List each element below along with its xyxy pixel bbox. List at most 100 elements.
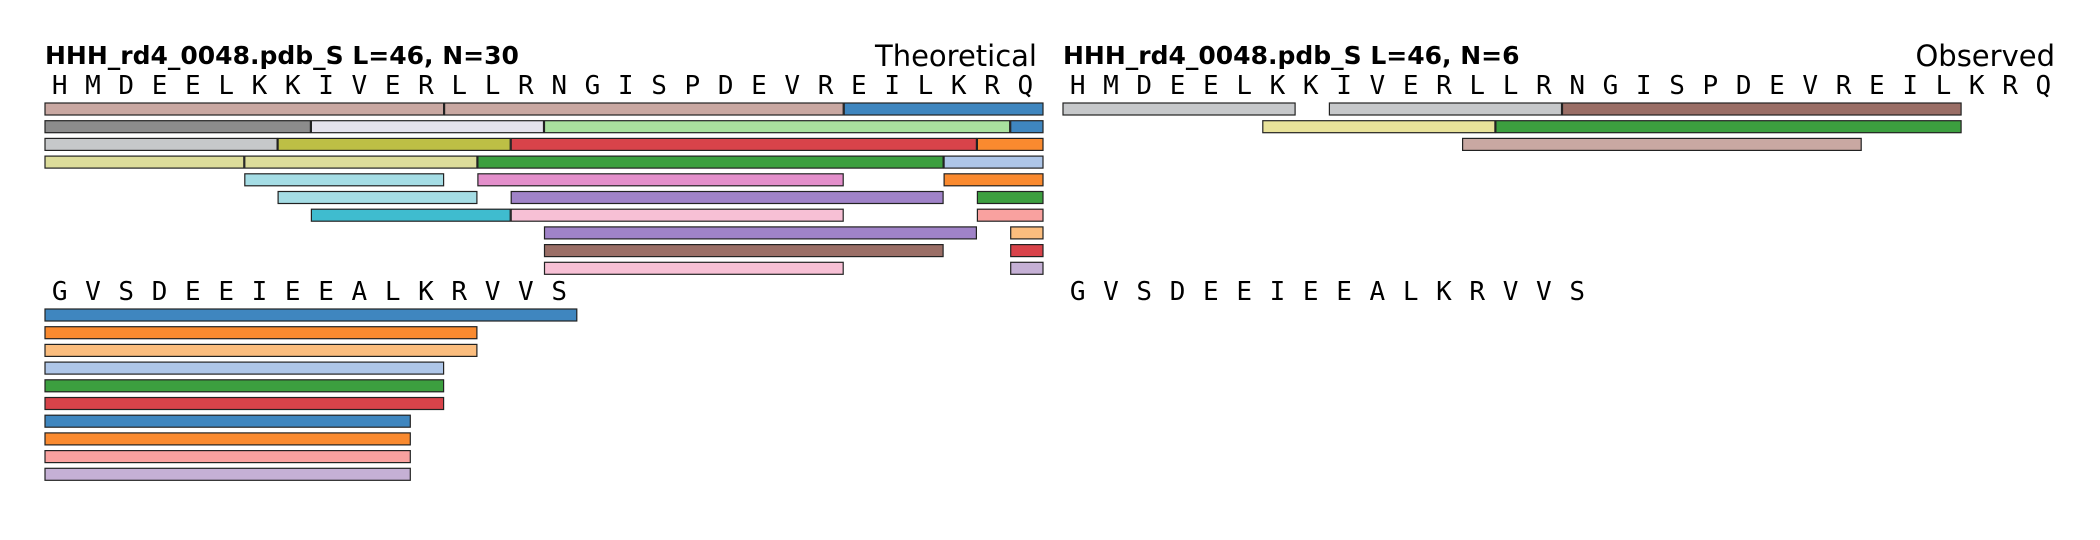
residue-letter: V bbox=[1370, 71, 1386, 101]
residue-letter: G bbox=[1603, 71, 1619, 101]
peptide-segment-bar bbox=[44, 467, 411, 481]
residue-letter: N bbox=[551, 71, 567, 101]
residue-letter: V bbox=[1103, 277, 1119, 307]
residue-letter: L bbox=[385, 277, 401, 307]
peptide-segment-bar bbox=[543, 261, 844, 275]
peptide-segment-bar bbox=[44, 155, 245, 169]
residue-letter: D bbox=[118, 71, 134, 101]
residue-letter: E bbox=[751, 71, 767, 101]
residue-letter: V bbox=[352, 71, 368, 101]
residue-letter: I bbox=[1270, 277, 1286, 307]
residue-letter: R bbox=[451, 277, 467, 307]
residue-letter: L bbox=[1469, 71, 1485, 101]
residue-letter: K bbox=[951, 71, 967, 101]
peptide-segment-bar bbox=[44, 379, 445, 393]
residue-letter: S bbox=[1669, 71, 1685, 101]
peptide-segment-bar bbox=[1495, 120, 1962, 134]
residue-letter: E bbox=[851, 71, 867, 101]
residue-letter: H bbox=[1070, 71, 1086, 101]
residue-letter: V bbox=[518, 277, 534, 307]
residue-letter: R bbox=[1836, 71, 1852, 101]
residue-letter: E bbox=[1170, 71, 1186, 101]
residue-letter: Q bbox=[2036, 71, 2052, 101]
residue-letter: V bbox=[85, 277, 101, 307]
residue-letter: R bbox=[518, 71, 534, 101]
residue-letter: E bbox=[285, 277, 301, 307]
residue-letter: K bbox=[418, 277, 434, 307]
peptide-segment-bar bbox=[44, 414, 411, 428]
peptide-segment-bar bbox=[44, 343, 478, 357]
peptide-segment-bar bbox=[1561, 102, 1962, 116]
residue-letter: K bbox=[285, 71, 301, 101]
peptide-segment-bar bbox=[976, 208, 1044, 222]
residue-letter: E bbox=[1203, 71, 1219, 101]
panel-title: HHH_rd4_0048.pdb_S L=46, N=30 bbox=[45, 41, 519, 70]
peptide-segment-bar bbox=[510, 137, 978, 151]
peptide-segment-bar bbox=[543, 244, 944, 258]
peptide-segment-bar bbox=[44, 308, 578, 322]
residue-letter: H bbox=[52, 71, 68, 101]
residue-letter: I bbox=[884, 71, 900, 101]
residue-letter: V bbox=[1536, 277, 1552, 307]
residue-letter: M bbox=[1103, 71, 1119, 101]
residue-letter: I bbox=[1336, 71, 1352, 101]
peptide-segment-bar bbox=[277, 137, 511, 151]
peptide-segment-bar bbox=[44, 137, 278, 151]
residue-letter: K bbox=[1303, 71, 1319, 101]
peptide-segment-bar bbox=[44, 432, 411, 446]
panel-theoretical: HHH_rd4_0048.pdb_S L=46, N=30 Theoretica… bbox=[44, 39, 1044, 481]
residue-letter: G bbox=[52, 277, 68, 307]
peptide-segment-bar bbox=[1461, 137, 1862, 151]
residue-letter: R bbox=[1436, 71, 1452, 101]
residue-letter: R bbox=[984, 71, 1000, 101]
residue-letter: V bbox=[1802, 71, 1818, 101]
residue-letter: R bbox=[818, 71, 834, 101]
residue-letter: S bbox=[1136, 277, 1152, 307]
segment-bars bbox=[44, 102, 1044, 481]
residue-letter: L bbox=[1236, 71, 1252, 101]
residue-letter: D bbox=[1136, 71, 1152, 101]
peptide-segment-bar bbox=[843, 102, 1044, 116]
residue-letter: G bbox=[585, 71, 601, 101]
peptide-segment-bar bbox=[44, 450, 411, 464]
peptide-segment-bar bbox=[1262, 120, 1496, 134]
peptide-segment-bar bbox=[1010, 244, 1044, 258]
residue-letter: K bbox=[1270, 71, 1286, 101]
residue-letter: S bbox=[551, 277, 567, 307]
peptide-segment-bar bbox=[510, 208, 844, 222]
residue-letter: I bbox=[318, 71, 334, 101]
peptide-segment-bar bbox=[1010, 261, 1044, 275]
residue-letter: L bbox=[485, 71, 501, 101]
residue-letter: S bbox=[1569, 277, 1585, 307]
peptide-segment-bar bbox=[310, 208, 511, 222]
peptide-segment-bar bbox=[44, 326, 478, 340]
peptide-segment-bar bbox=[44, 102, 445, 116]
peptide-segment-bar bbox=[943, 155, 1044, 169]
segment-bars bbox=[1062, 102, 1962, 151]
residue-letter: E bbox=[1336, 277, 1352, 307]
peptide-segment-bar bbox=[477, 173, 844, 187]
peptide-segment-bar bbox=[1062, 102, 1296, 116]
peptide-segment-bar bbox=[244, 173, 445, 187]
residue-letter: V bbox=[1503, 277, 1519, 307]
residue-letter: M bbox=[85, 71, 101, 101]
residue-letter: D bbox=[152, 277, 168, 307]
residue-letter: E bbox=[1769, 71, 1785, 101]
residue-letter: R bbox=[1536, 71, 1552, 101]
peptide-segment-bar bbox=[277, 190, 478, 205]
residue-letter: N bbox=[1569, 71, 1585, 101]
residue-letter: E bbox=[1303, 277, 1319, 307]
peptide-segment-bar bbox=[543, 120, 1011, 134]
peptide-segment-bar bbox=[510, 190, 944, 205]
peptide-segment-bar bbox=[44, 361, 445, 375]
residue-letter: D bbox=[1170, 277, 1186, 307]
residue-letter: E bbox=[1869, 71, 1885, 101]
peptide-segment-bar bbox=[444, 102, 844, 116]
residue-letter: K bbox=[1436, 277, 1452, 307]
residue-letter: L bbox=[218, 71, 234, 101]
